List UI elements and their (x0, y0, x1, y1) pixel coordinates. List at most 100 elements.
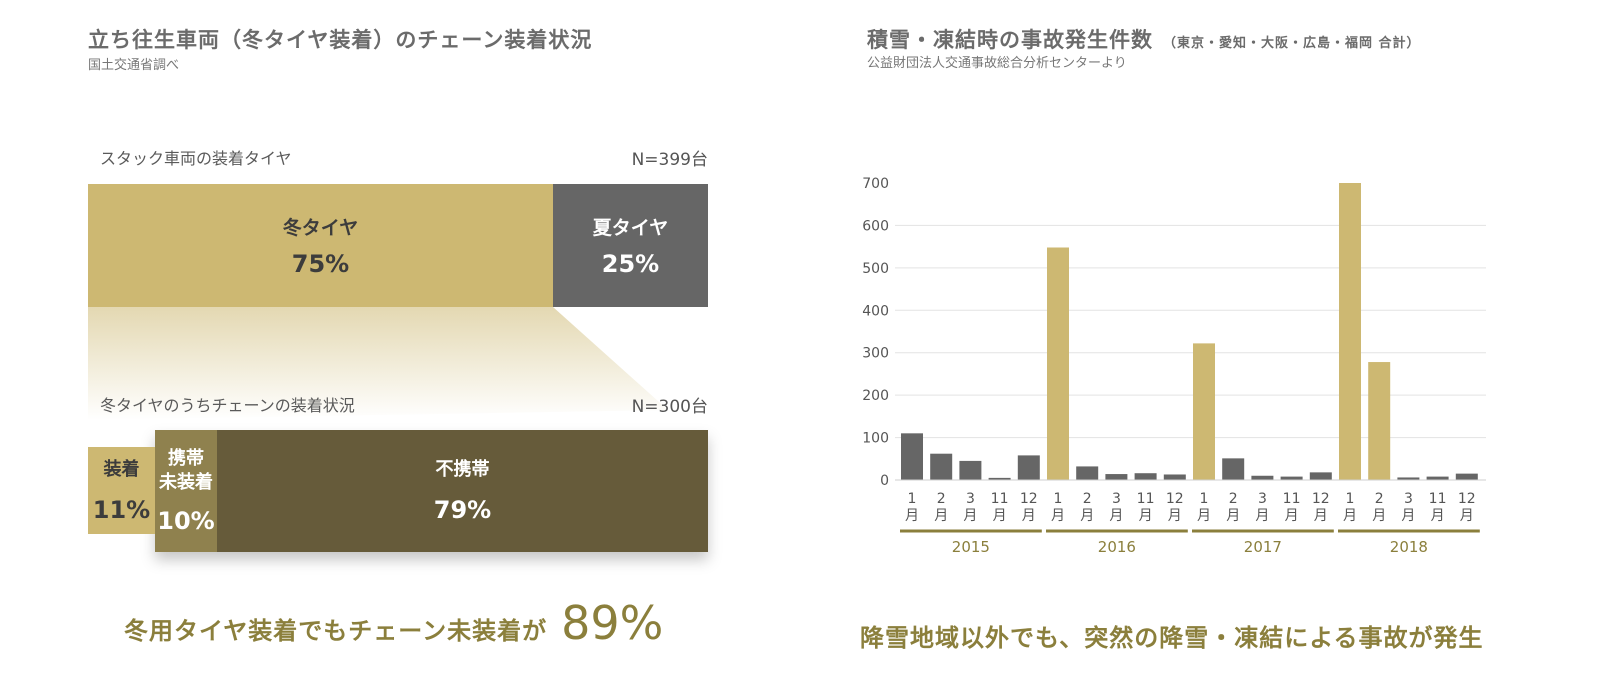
x-month-label-2018-2: 2 (1375, 491, 1384, 507)
x-month-label-2018-11: 11 (1429, 491, 1447, 507)
bar-2015-12 (1017, 455, 1040, 480)
bar-2015-3 (959, 460, 982, 480)
x-month-suffix-2018-3: 月 (1401, 508, 1415, 524)
x-month-suffix-2017-11: 月 (1285, 508, 1299, 524)
y-tick-label-0: 0 (880, 473, 889, 489)
x-month-label-2017-3: 3 (1258, 491, 1267, 507)
bar-2017-2 (1222, 458, 1245, 480)
x-month-suffix-2015-12: 月 (1022, 508, 1036, 524)
x-month-label-2018-1: 1 (1346, 491, 1355, 507)
bar-2018-2 (1368, 362, 1391, 480)
x-month-label-2017-1: 1 (1200, 491, 1209, 507)
bar1-segment-winter-tire: 冬タイヤ 75% (88, 184, 553, 307)
x-month-label-2017-2: 2 (1229, 491, 1238, 507)
x-month-label-2015-1: 1 (908, 491, 917, 507)
bar-2015-11 (988, 477, 1011, 480)
installed-percent: 11% (92, 495, 151, 524)
bar1-segment-summer-tire: 夏タイヤ 25% (553, 184, 708, 307)
installed-label: 装着 (103, 458, 140, 480)
y-tick-label-600: 600 (862, 218, 889, 234)
x-month-label-2016-12: 12 (1166, 491, 1184, 507)
x-month-suffix-2015-11: 月 (993, 508, 1007, 524)
chain-section-n: N=300台 (631, 397, 708, 417)
x-month-suffix-2016-2: 月 (1080, 508, 1094, 524)
left-caption: 冬用タイヤ装着でもチェーン未装着が 89% (124, 596, 663, 650)
bar-2017-1 (1193, 343, 1215, 480)
x-month-suffix-2016-1: 月 (1051, 508, 1065, 524)
x-month-label-2016-2: 2 (1083, 491, 1092, 507)
x-month-suffix-2016-11: 月 (1139, 508, 1153, 524)
x-month-suffix-2015-1: 月 (905, 508, 919, 524)
left-caption-value: 89% (561, 596, 664, 650)
not-carried-label: 不携帯 (435, 459, 490, 480)
x-month-label-2017-12: 12 (1312, 491, 1330, 507)
bar-2018-1 (1339, 183, 1361, 480)
summer-tire-percent: 25% (601, 250, 660, 278)
x-month-label-2016-3: 3 (1112, 491, 1121, 507)
bar-2018-12 (1455, 473, 1478, 480)
carried-label-line1: 携帯 (168, 448, 204, 469)
right-chart-title: 積雪・凍結時の事故発生件数 （東京・愛知・大阪・広島・福岡 合計） (867, 24, 1421, 54)
carried-percent: 10% (157, 507, 215, 535)
x-month-suffix-2018-1: 月 (1343, 508, 1357, 524)
x-month-label-2015-2: 2 (937, 491, 946, 507)
x-month-suffix-2016-12: 月 (1168, 508, 1182, 524)
bar-2016-2 (1076, 466, 1099, 480)
x-month-suffix-2017-2: 月 (1226, 508, 1240, 524)
x-month-label-2018-12: 12 (1458, 491, 1476, 507)
year-label-2015: 2015 (952, 538, 990, 556)
bar2-segment-not-carried: 不携帯 79% (217, 430, 708, 552)
bar2-segment-installed: 装着 11% (88, 447, 155, 534)
left-chart-subtitle: 国土交通省調べ (88, 58, 180, 73)
x-month-label-2018-3: 3 (1404, 491, 1413, 507)
y-tick-label-200: 200 (862, 388, 889, 404)
stack-section-n: N=399台 (631, 150, 708, 170)
right-chart-subtitle: 公益財団法人交通事故総合分析センターより (867, 56, 1127, 71)
x-month-suffix-2016-3: 月 (1109, 508, 1123, 524)
funnel-shape (88, 307, 668, 420)
x-month-suffix-2017-3: 月 (1255, 508, 1269, 524)
chain-section-label: 冬タイヤのうちチェーンの装着状況 (100, 396, 355, 415)
bar-2018-3 (1397, 477, 1420, 480)
bar-2017-11 (1280, 476, 1303, 480)
winter-tire-label: 冬タイヤ (282, 217, 359, 239)
bar-2015-2 (930, 453, 953, 480)
bar-2018-11 (1426, 476, 1449, 480)
x-month-suffix-2017-12: 月 (1314, 508, 1328, 524)
bar-2016-12 (1163, 474, 1186, 480)
x-month-suffix-2018-12: 月 (1460, 508, 1474, 524)
x-month-label-2016-11: 11 (1137, 491, 1155, 507)
y-tick-label-100: 100 (862, 431, 889, 447)
winter-tire-percent: 75% (291, 250, 350, 278)
not-carried-percent: 79% (433, 496, 492, 524)
y-tick-label-500: 500 (862, 261, 889, 277)
left-chart-title: 立ち往生車両（冬タイヤ装着）のチェーン装着状況 (88, 28, 593, 52)
x-month-label-2015-11: 11 (991, 491, 1009, 507)
right-title-main: 積雪・凍結時の事故発生件数 (867, 28, 1153, 52)
summer-tire-label: 夏タイヤ (592, 217, 669, 239)
x-month-label-2015-12: 12 (1020, 491, 1038, 507)
y-tick-label-700: 700 (862, 176, 889, 192)
y-tick-label-300: 300 (862, 346, 889, 362)
year-label-2016: 2016 (1098, 538, 1136, 556)
bar-2016-3 (1105, 474, 1128, 480)
accident-bar-chart: 01002003004005006007001月2月3月11月12月20151月… (862, 176, 1486, 556)
bar-2017-3 (1251, 475, 1274, 480)
year-label-2017: 2017 (1244, 538, 1282, 556)
bar-2016-1 (1047, 247, 1069, 480)
bar-2015-1 (901, 433, 923, 480)
y-tick-label-400: 400 (862, 303, 889, 319)
bar-2016-11 (1134, 473, 1157, 480)
x-month-suffix-2018-11: 月 (1431, 508, 1445, 524)
x-month-label-2017-11: 11 (1283, 491, 1301, 507)
year-label-2018: 2018 (1390, 538, 1428, 556)
bar2-segment-carried-not-installed: 携帯 未装着 10% (155, 430, 217, 552)
stack-section-label: スタック車両の装着タイヤ (100, 149, 292, 168)
right-caption: 降雪地域以外でも、突然の降雪・凍結による事故が発生 (860, 624, 1484, 652)
bar-2017-12 (1309, 472, 1332, 480)
right-title-note: （東京・愛知・大阪・広島・福岡 合計） (1163, 36, 1421, 51)
left-caption-text: 冬用タイヤ装着でもチェーン未装着が (124, 617, 548, 645)
x-month-suffix-2015-2: 月 (934, 508, 948, 524)
x-month-suffix-2015-3: 月 (963, 508, 977, 524)
x-month-suffix-2017-1: 月 (1197, 508, 1211, 524)
